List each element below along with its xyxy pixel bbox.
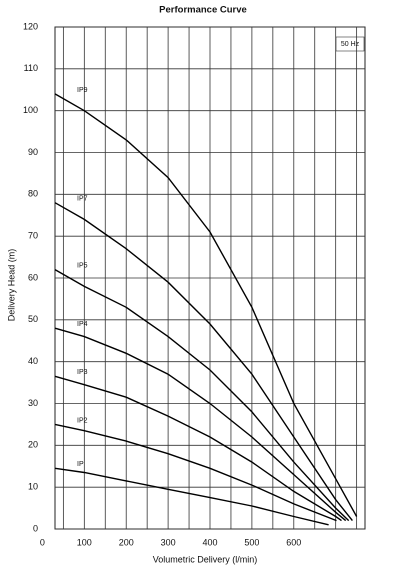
series-label: IP7 [77,196,88,203]
y-tick-label: 30 [28,398,38,408]
curve [54,423,337,522]
y-tick-label: 10 [28,482,38,492]
chart-title: Performance Curve [159,5,247,16]
series-label: IP3 [77,369,88,376]
curve [54,467,329,526]
y-tick-label: 60 [28,272,38,282]
y-tick-label: 80 [28,189,38,199]
y-tick-label: 0 [33,523,38,533]
curve [54,93,358,517]
x-tick-label: 600 [286,537,301,547]
y-tick-label: 40 [28,356,38,366]
y-axis-label: Delivery Head (m) [6,249,16,322]
series-label: IP [77,461,84,468]
curve [54,327,347,522]
x-tick-label: 300 [161,537,176,547]
x-tick-label: 0 [40,537,45,547]
y-tick-label: 100 [23,105,38,115]
y-tick-label: 50 [28,314,38,324]
series-label: IP5 [77,262,88,269]
series-label: IP2 [77,417,88,424]
x-tick-label: 500 [244,537,259,547]
curve [54,202,353,522]
curve [54,375,342,522]
y-tick-label: 120 [23,21,38,31]
curve [54,268,350,522]
y-tick-label: 70 [28,231,38,241]
y-tick-label: 90 [28,147,38,157]
y-tick-label: 20 [28,440,38,450]
series-label: IP4 [77,321,88,328]
annotation: 50 Hz [341,41,360,48]
x-tick-label: 100 [77,537,92,547]
x-tick-label: 200 [119,537,134,547]
y-tick-label: 110 [24,63,38,73]
series-label: IP9 [77,87,88,94]
x-tick-label: 400 [202,537,217,547]
x-axis-label: Volumetric Delivery (l/min) [153,554,258,564]
